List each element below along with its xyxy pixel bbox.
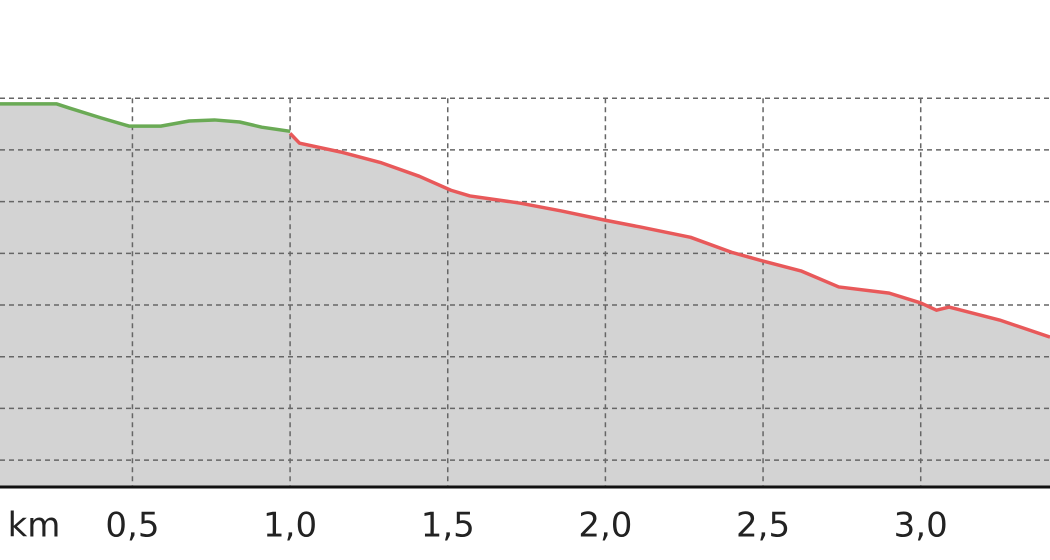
x-tick-label: 1,5: [421, 506, 475, 546]
x-axis-unit: km: [8, 506, 61, 546]
x-tick-label: 0,5: [105, 506, 159, 546]
elevation-line: [0, 102, 291, 134]
x-tick-label: 3,0: [894, 506, 948, 546]
elevation-area: [0, 103, 291, 488]
x-tick-label: 1,0: [263, 506, 317, 546]
elevation-line: [288, 132, 1050, 339]
x-tick-label: 2,5: [736, 506, 790, 546]
x-tick-label: 2,0: [578, 506, 632, 546]
